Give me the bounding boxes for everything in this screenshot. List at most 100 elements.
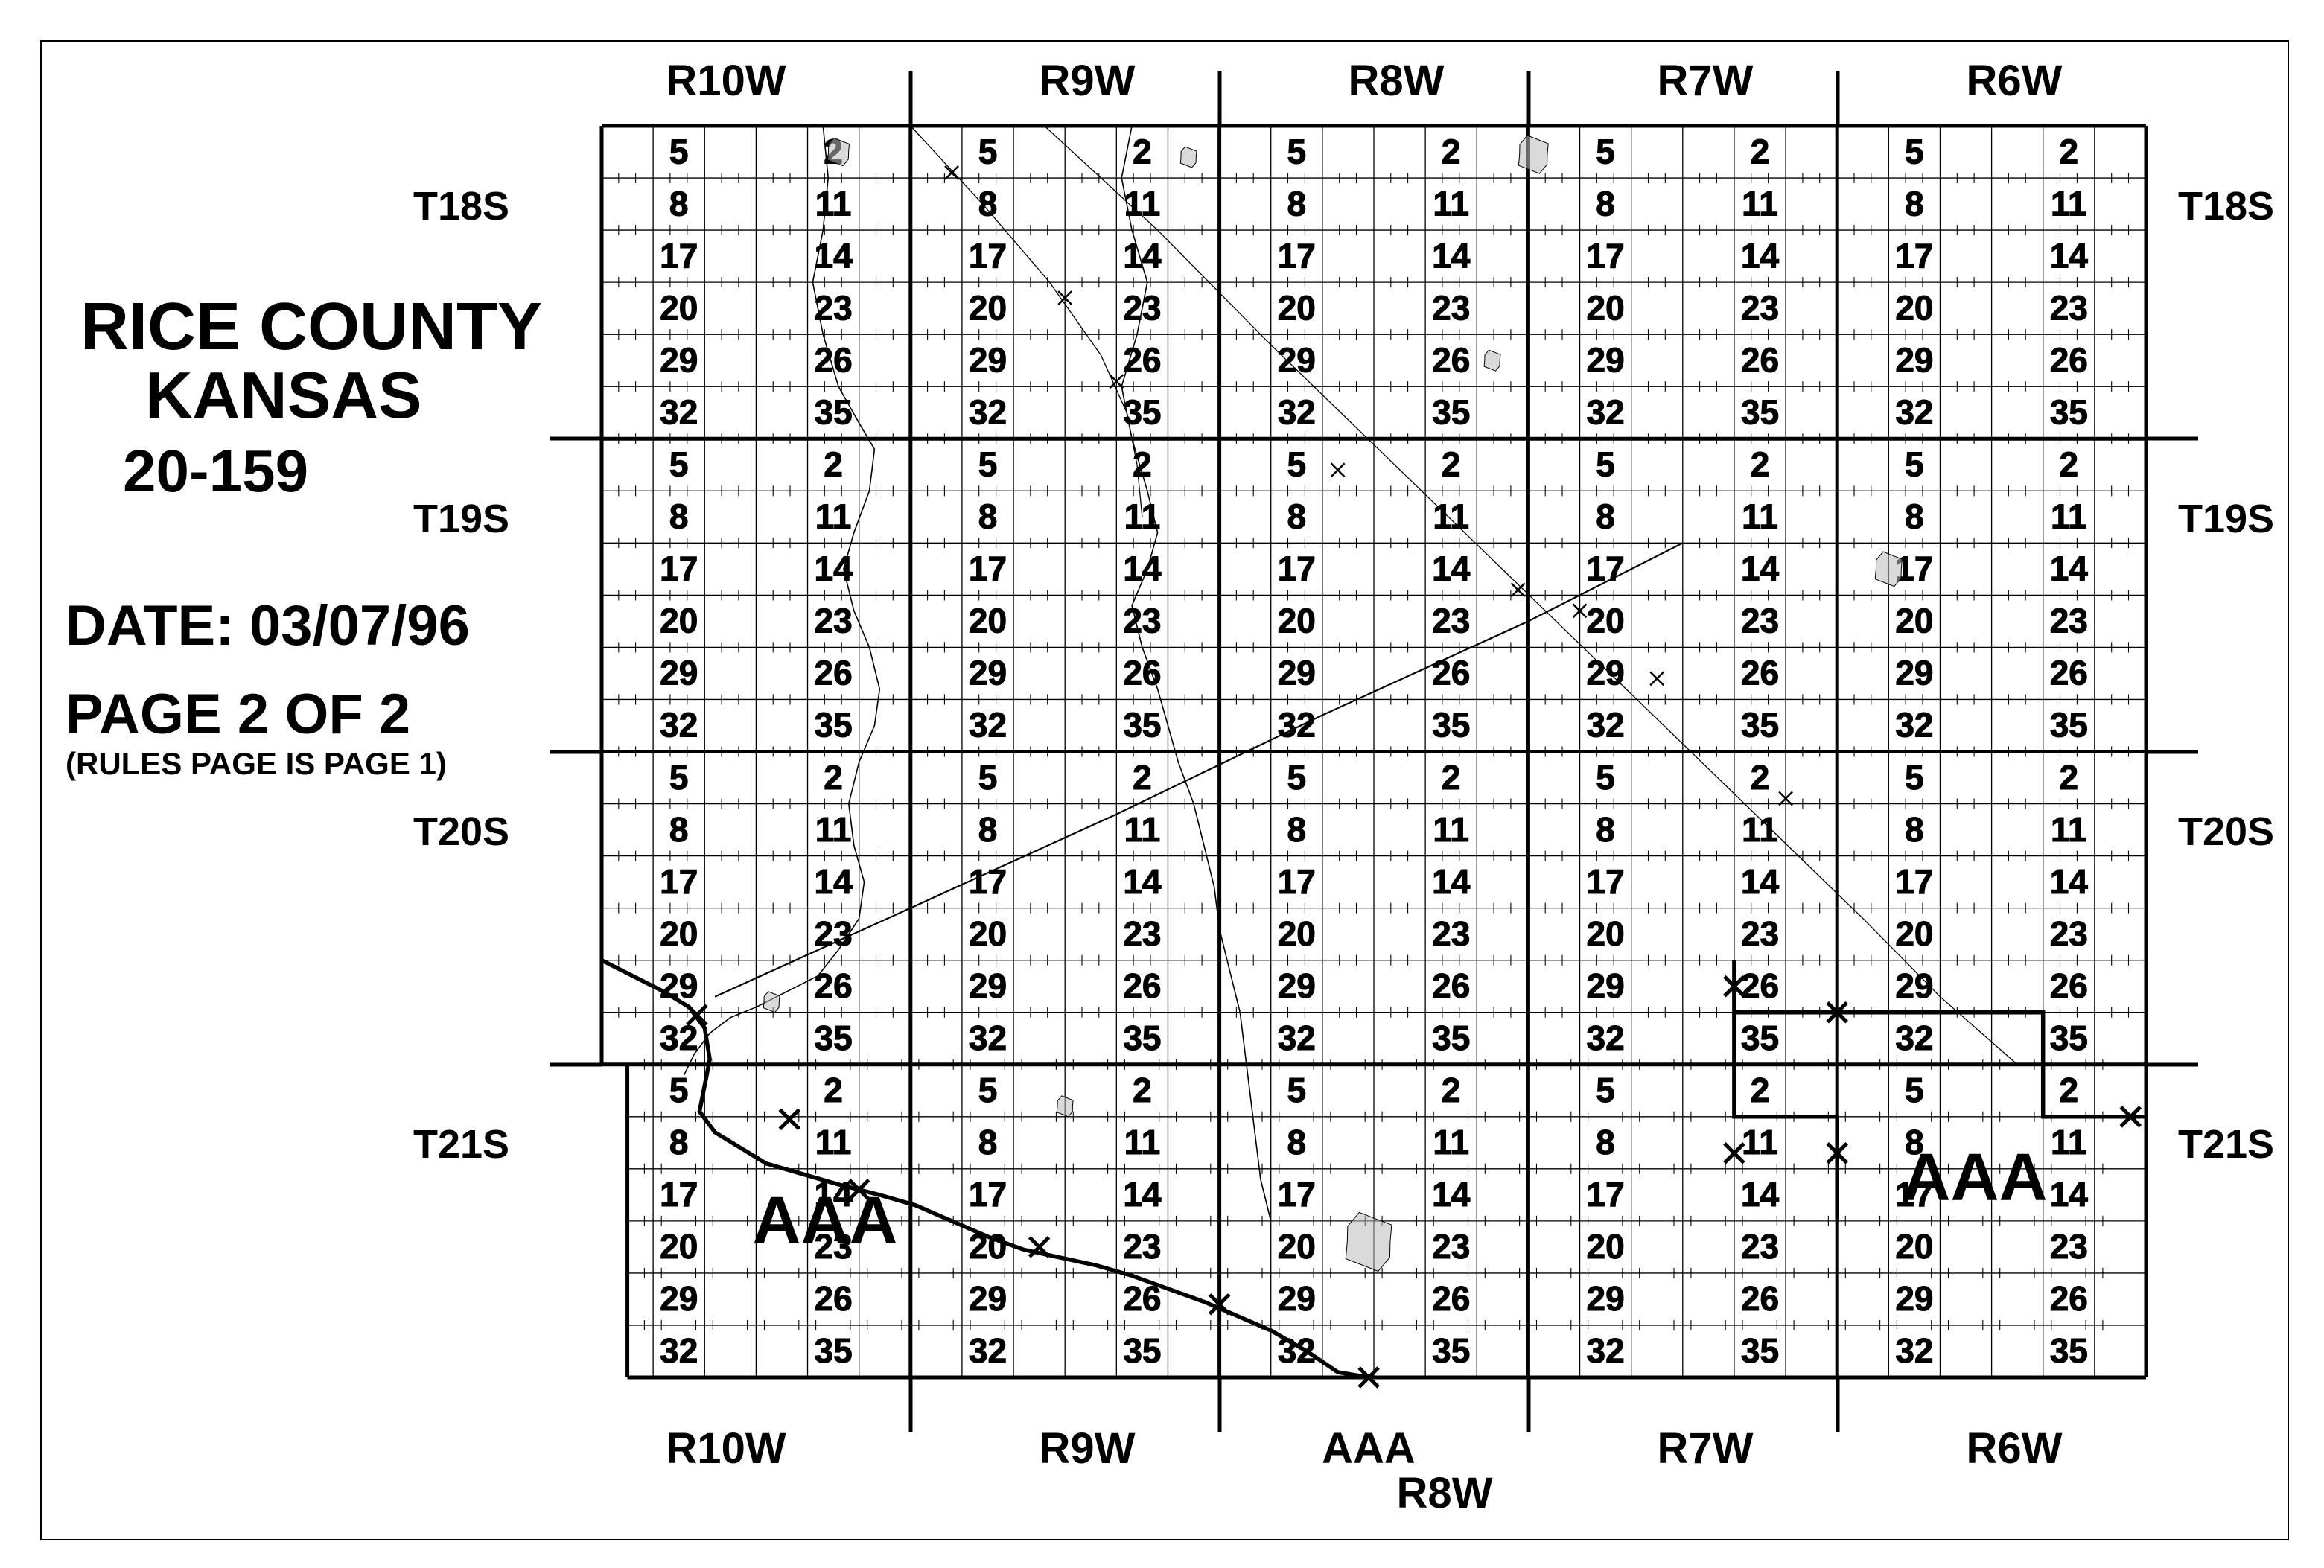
svg-text:23: 23 — [2050, 288, 2088, 327]
svg-text:23: 23 — [1432, 914, 1470, 953]
svg-text:35: 35 — [1432, 393, 1470, 432]
svg-text:29: 29 — [1587, 654, 1625, 692]
svg-text:17: 17 — [1587, 1175, 1625, 1214]
svg-text:R6W: R6W — [1967, 1424, 2063, 1473]
svg-text:32: 32 — [1895, 706, 1933, 745]
svg-text:8: 8 — [1596, 497, 1615, 536]
svg-text:14: 14 — [815, 862, 853, 901]
svg-text:2: 2 — [1442, 445, 1461, 484]
svg-text:8: 8 — [978, 497, 998, 536]
svg-text:2: 2 — [1133, 758, 1152, 797]
svg-text:23: 23 — [1123, 1227, 1161, 1266]
svg-text:23: 23 — [1741, 914, 1779, 953]
svg-text:5: 5 — [1905, 1071, 1924, 1109]
svg-text:8: 8 — [1596, 810, 1615, 849]
svg-text:2: 2 — [824, 445, 843, 484]
svg-text:AAA: AAA — [1903, 1141, 2048, 1215]
svg-text:32: 32 — [969, 706, 1007, 745]
svg-text:26: 26 — [1741, 966, 1779, 1005]
svg-text:20: 20 — [1895, 288, 1933, 327]
svg-text:8: 8 — [1596, 1123, 1615, 1161]
svg-text:5: 5 — [1287, 758, 1307, 797]
svg-text:23: 23 — [815, 914, 853, 953]
svg-text:23: 23 — [1432, 1227, 1470, 1266]
svg-text:R8W: R8W — [1397, 1469, 1493, 1517]
svg-text:20: 20 — [1895, 602, 1933, 640]
svg-text:11: 11 — [1433, 810, 1469, 849]
svg-text:5: 5 — [669, 758, 689, 797]
svg-text:8: 8 — [1287, 497, 1307, 536]
svg-text:32: 32 — [660, 393, 698, 432]
svg-text:26: 26 — [1432, 341, 1470, 380]
svg-text:29: 29 — [1278, 654, 1316, 692]
svg-text:29: 29 — [660, 341, 698, 380]
svg-text:2: 2 — [2060, 132, 2079, 170]
svg-text:5: 5 — [1905, 758, 1924, 797]
svg-text:35: 35 — [1741, 1331, 1779, 1370]
svg-text:26: 26 — [1123, 966, 1161, 1005]
svg-text:14: 14 — [1432, 1175, 1471, 1214]
svg-text:17: 17 — [660, 549, 698, 588]
svg-text:20: 20 — [1278, 914, 1316, 953]
svg-text:11: 11 — [815, 497, 852, 536]
svg-text:14: 14 — [1432, 549, 1471, 588]
svg-text:5: 5 — [669, 132, 689, 170]
svg-text:26: 26 — [815, 341, 853, 380]
svg-text:32: 32 — [969, 1331, 1007, 1370]
svg-text:29: 29 — [1278, 341, 1316, 380]
svg-text:8: 8 — [669, 497, 689, 536]
svg-text:20: 20 — [969, 914, 1007, 953]
svg-text:8: 8 — [978, 810, 998, 849]
svg-text:29: 29 — [1895, 654, 1933, 692]
svg-text:32: 32 — [1587, 393, 1625, 432]
svg-text:11: 11 — [2051, 497, 2087, 536]
svg-text:T19S: T19S — [2178, 497, 2274, 541]
svg-text:20: 20 — [1895, 914, 1933, 953]
svg-text:11: 11 — [2051, 810, 2087, 849]
svg-text:5: 5 — [1287, 132, 1307, 170]
svg-text:2: 2 — [824, 1071, 843, 1109]
svg-text:2: 2 — [1442, 1071, 1461, 1109]
svg-text:26: 26 — [2050, 654, 2088, 692]
svg-text:20: 20 — [1278, 1227, 1316, 1266]
svg-text:03/07/96: 03/07/96 — [249, 594, 470, 657]
svg-text:11: 11 — [1433, 184, 1469, 223]
svg-text:35: 35 — [1123, 706, 1161, 745]
svg-text:20: 20 — [1587, 602, 1625, 640]
svg-text:35: 35 — [1432, 1019, 1470, 1057]
svg-text:35: 35 — [2050, 706, 2088, 745]
svg-text:23: 23 — [1432, 602, 1470, 640]
svg-text:32: 32 — [969, 393, 1007, 432]
svg-text:35: 35 — [1741, 393, 1779, 432]
svg-text:29: 29 — [969, 1279, 1007, 1318]
svg-text:5: 5 — [1287, 1071, 1307, 1109]
svg-text:8: 8 — [978, 184, 998, 223]
svg-text:26: 26 — [1741, 341, 1779, 380]
svg-text:23: 23 — [1123, 602, 1161, 640]
svg-text:17: 17 — [969, 236, 1007, 275]
svg-text:32: 32 — [969, 1019, 1007, 1057]
svg-text:2: 2 — [1751, 1071, 1770, 1109]
svg-text:29: 29 — [969, 654, 1007, 692]
svg-text:2: 2 — [2060, 445, 2079, 484]
svg-text:R10W: R10W — [666, 1424, 786, 1473]
svg-text:32: 32 — [1895, 1331, 1933, 1370]
svg-text:14: 14 — [1741, 236, 1780, 275]
svg-text:20: 20 — [660, 602, 698, 640]
svg-text:11: 11 — [1124, 810, 1161, 849]
svg-text:5: 5 — [1905, 445, 1924, 484]
svg-text:26: 26 — [815, 1279, 853, 1318]
svg-text:14: 14 — [1741, 549, 1780, 588]
svg-text:2: 2 — [1751, 132, 1770, 170]
svg-text:14: 14 — [1741, 1175, 1780, 1214]
svg-text:T21S: T21S — [2178, 1122, 2274, 1167]
svg-text:R9W: R9W — [1040, 1424, 1136, 1473]
svg-text:29: 29 — [1587, 341, 1625, 380]
svg-text:5: 5 — [1596, 1071, 1615, 1109]
svg-text:17: 17 — [660, 862, 698, 901]
svg-text:23: 23 — [1741, 602, 1779, 640]
svg-text:8: 8 — [1596, 184, 1615, 223]
svg-text:17: 17 — [969, 1175, 1007, 1214]
svg-text:29: 29 — [1278, 966, 1316, 1005]
svg-text:35: 35 — [1123, 1331, 1161, 1370]
